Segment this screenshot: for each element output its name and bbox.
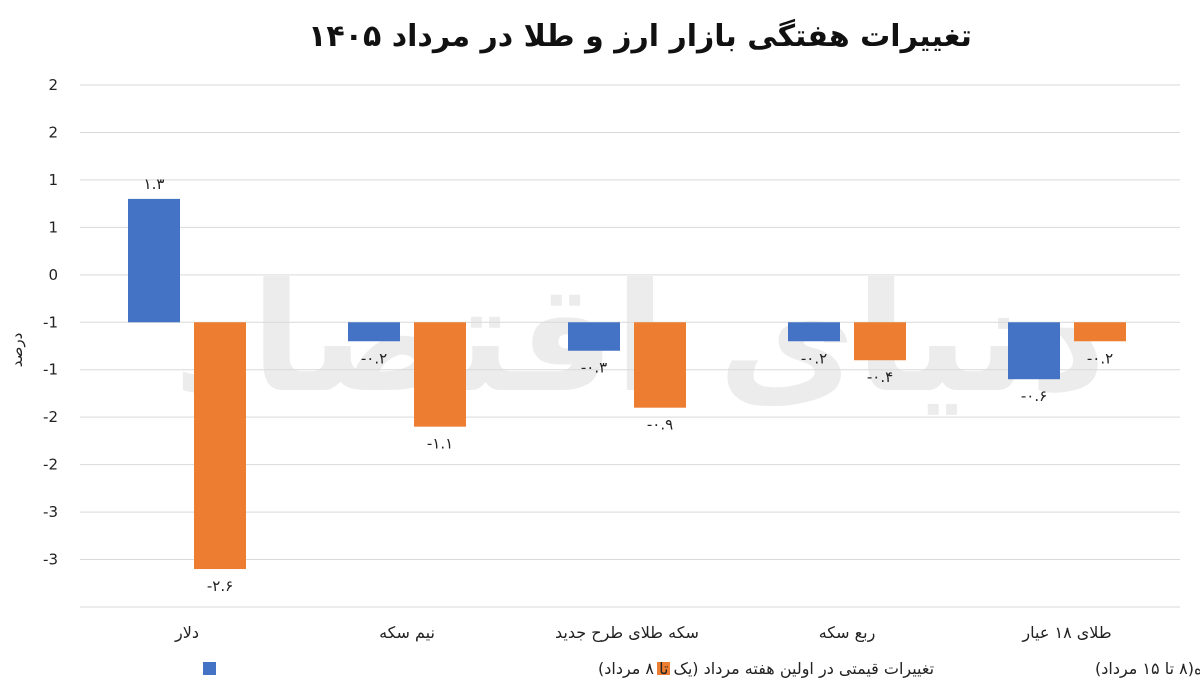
y-tick-label: 1 [48,171,58,189]
category-label: سکه طلای طرح جدید [555,623,699,643]
data-label: -۲.۶ [207,577,233,595]
legend-label-series-1: تغییرات قیمتی در اولین هفته مرداد (یک تا… [598,659,934,679]
chart-title: تغییرات هفتگی بازار ارز و طلا در مرداد ۱… [308,18,972,54]
category-label: نیم سکه [379,623,435,642]
bar-series-1 [568,322,620,351]
y-tick-label: 2 [48,123,58,141]
legend-label-series-2: تغییرات قیمتی در دومین هفته مرداد ماه(۸ … [1095,659,1200,679]
y-tick-label: -1 [43,313,58,331]
bar-series-2 [194,322,246,570]
grid-lines [80,84,1180,608]
data-label: -۰.۲ [1087,349,1113,367]
category-label: ربع سکه [819,623,876,643]
bar-series-1 [128,198,180,323]
bar-series-2 [854,322,906,361]
y-tick-label: 0 [48,266,58,284]
y-tick-label: -1 [43,361,58,379]
category-label: طلای ۱۸ عیار [1021,623,1111,643]
legend-swatch-series-2 [657,662,670,675]
data-label: -۰.۶ [1021,387,1047,405]
y-axis-ticks: 2 2 1 1 0 -1 -1 -2 -2 -3 -3 [43,76,58,569]
bar-series-1 [1008,322,1060,380]
bar-series-2 [1074,322,1126,342]
y-tick-label: -2 [43,456,58,474]
data-label: -۰.۲ [801,349,827,367]
bar-series-2 [634,322,686,408]
bar-series-1 [348,322,400,342]
data-label: -۰.۴ [867,368,893,386]
data-label: -۱.۱ [427,435,453,453]
data-label: -۰.۳ [581,359,607,377]
legend: تغییرات قیمتی در دومین هفته مرداد ماه(۸ … [203,659,1200,679]
legend-swatch-series-1 [203,662,216,675]
category-labels: دلار نیم سکه سکه طلای طرح جدید ربع سکه طلای … [174,623,1112,643]
data-label: -۰.۹ [647,416,673,434]
y-axis-label: درصد [8,333,26,368]
y-tick-label: -3 [43,551,58,569]
y-tick-label: -2 [43,408,58,426]
y-tick-label: 2 [48,76,58,94]
bar-series-2 [414,322,466,427]
y-tick-label: -3 [43,503,58,521]
y-tick-label: 1 [48,218,58,236]
category-label: دلار [174,623,199,643]
bar-series-1 [788,322,840,342]
data-label: ۱.۳ [144,175,165,193]
data-label: -۰.۲ [361,349,387,367]
data-labels: ۱.۳ -۲.۶ -۰.۲ -۱.۱ -۰.۳ -۰.۹ -۰.۲ -۰.۴ -۰.۶ -۰.۲ [144,175,1114,595]
bars [128,198,1126,570]
